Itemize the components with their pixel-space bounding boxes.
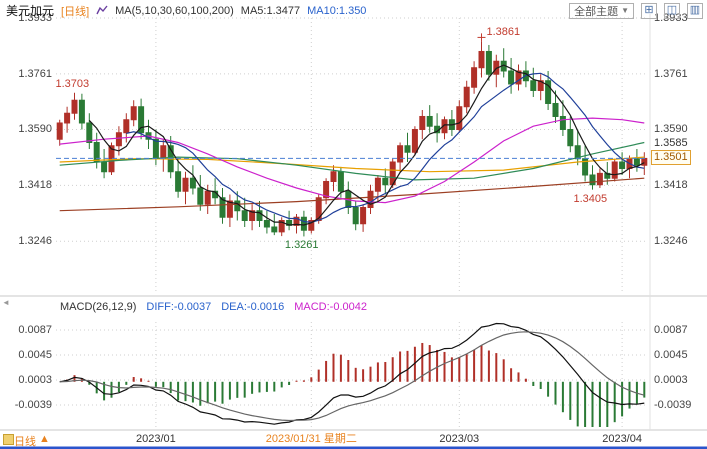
period-indicator[interactable]: 日线 (14, 436, 36, 448)
period-caret-icon[interactable]: ▲ (39, 433, 50, 445)
ma-params-label: MA(5,10,30,60,100,200) (115, 4, 234, 17)
timeline-bar: 日线 ▲ (14, 433, 50, 449)
indicator-icon[interactable] (96, 5, 108, 16)
panel-resize-handle[interactable]: ◄ (2, 298, 10, 307)
grid-layout-icon[interactable]: ⊞ (641, 2, 657, 19)
chevron-down-icon: ▼ (621, 6, 629, 15)
macd-bar-value: MACD:-0.0042 (294, 301, 367, 313)
theme-selector-label: 全部主题 (574, 5, 619, 18)
timeframe-menu-icon[interactable] (3, 434, 14, 445)
macd-header: MACD(26,12,9) DIFF:-0.0037 DEA:-0.0016 M… (60, 301, 367, 313)
chart-header: 美元加元 [日线] MA(5,10,30,60,100,200) MA5:1.3… (0, 0, 707, 19)
list-layout-icon[interactable]: ▥ (687, 2, 703, 19)
theme-selector-dropdown[interactable]: 全部主题 ▼ (569, 2, 634, 19)
period-label[interactable]: [日线] (61, 5, 90, 18)
split-layout-icon[interactable]: ◫ (664, 2, 680, 19)
ma10-value: MA10:1.350 (307, 4, 367, 17)
symbol-name: 美元加元 (6, 4, 55, 18)
macd-title: MACD(26,12,9) (60, 301, 137, 313)
ma5-value: MA5:1.3477 (240, 4, 301, 17)
macd-dea-value: DEA:-0.0016 (221, 301, 285, 313)
macd-diff-value: DIFF:-0.0037 (146, 301, 212, 313)
